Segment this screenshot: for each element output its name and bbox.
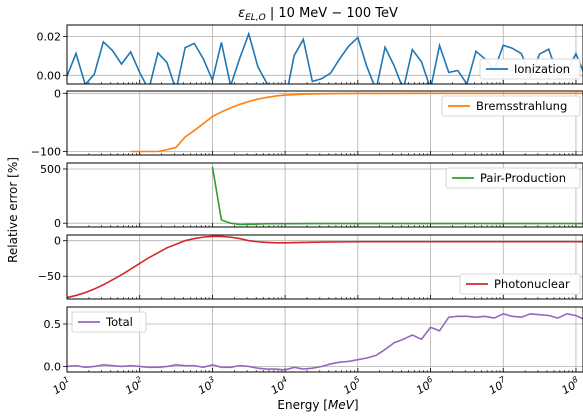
legend: Ionization bbox=[479, 58, 581, 80]
x-tick-label: 105 bbox=[340, 375, 364, 398]
series-line-bremsstrahlung bbox=[130, 92, 583, 153]
legend-box bbox=[479, 58, 581, 80]
axes-frame bbox=[66, 24, 583, 85]
y-tick-label: 0 bbox=[54, 87, 61, 100]
x-tick-label: 102 bbox=[122, 375, 146, 398]
x-axis-label: Energy [MeV] bbox=[277, 398, 358, 412]
y-tick-label: −100 bbox=[31, 146, 61, 159]
title-subscript: EL,O bbox=[245, 13, 266, 23]
title-range: | 10 MeV − 100 TeV bbox=[266, 6, 398, 21]
x-tick-label: 108 bbox=[558, 375, 582, 398]
legend: Pair-Production bbox=[445, 167, 581, 189]
legend-label: Total bbox=[105, 315, 133, 329]
y-tick-label: −50 bbox=[38, 270, 61, 283]
series-line-ionization bbox=[67, 31, 583, 84]
legend-label: Bremsstrahlung bbox=[476, 99, 567, 113]
y-tick-label: 500 bbox=[40, 163, 61, 176]
legend: Total bbox=[71, 311, 147, 333]
y-tick-label: 0 bbox=[54, 217, 61, 230]
x-tick-label: 103 bbox=[195, 375, 219, 398]
panel-total: 0.0 0.5 Total bbox=[44, 306, 583, 373]
panel-ionization: 0.00 0.02 Ionization bbox=[37, 24, 583, 85]
legend-box bbox=[71, 311, 147, 333]
axes-frame bbox=[66, 234, 583, 300]
legend-box bbox=[459, 273, 581, 295]
legend-label: Ionization bbox=[514, 62, 570, 76]
y-tick-label: 0 bbox=[54, 235, 61, 248]
legend-box bbox=[445, 167, 581, 189]
series-line-total bbox=[67, 312, 583, 371]
y-tick-label: 0.02 bbox=[37, 31, 62, 44]
legend-label: Pair-Production bbox=[480, 171, 566, 185]
axes-frame bbox=[66, 90, 583, 156]
axes-frame bbox=[66, 162, 583, 228]
x-tick-label: 107 bbox=[486, 374, 511, 397]
y-axis-label: Relative error [%] bbox=[6, 157, 20, 263]
legend-box bbox=[441, 95, 581, 117]
panel-bremsstrahlung: 0 −100 Bremsstrahlung bbox=[31, 87, 583, 159]
x-tick-label: 106 bbox=[413, 375, 437, 398]
axes-frame bbox=[66, 306, 583, 373]
panel-pair-production: 0 500 Pair-Production bbox=[40, 162, 583, 230]
x-tick-label: 104 bbox=[268, 375, 292, 398]
x-tick-labels: 101 102 103 104 105 106 107 108 bbox=[49, 374, 582, 398]
panel-photonuclear: 0 −50 Photonuclear bbox=[38, 234, 583, 300]
legend: Bremsstrahlung bbox=[441, 95, 581, 117]
legend: Photonuclear bbox=[459, 273, 581, 295]
y-tick-label: 0.0 bbox=[44, 360, 62, 373]
subplot-stack: 0.000.02Ionization0−100Bremsstrahlung050… bbox=[31, 24, 583, 373]
legend-label: Photonuclear bbox=[494, 277, 570, 291]
series-line-pair-production bbox=[211, 166, 583, 226]
y-tick-label: 0.5 bbox=[44, 318, 62, 331]
chart-title: εEL,O | 10 MeV − 100 TeV bbox=[238, 6, 398, 23]
x-tick-label: 101 bbox=[49, 375, 73, 398]
y-tick-label: 0.00 bbox=[37, 69, 62, 82]
title-epsilon: ε bbox=[238, 6, 245, 21]
series-line-photonuclear bbox=[67, 235, 583, 299]
